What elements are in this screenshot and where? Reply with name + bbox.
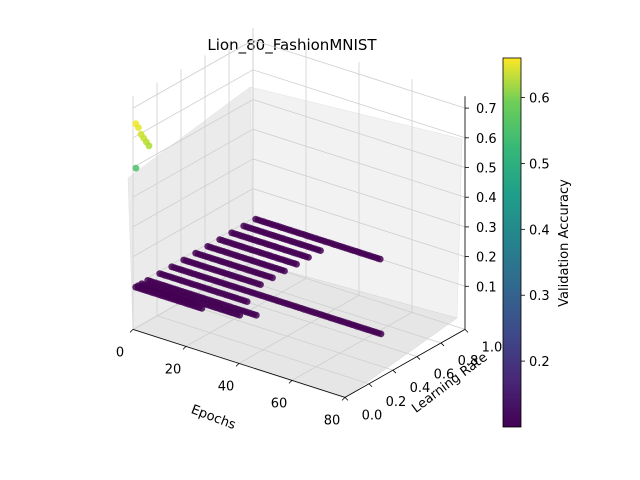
z-tick-label: 0.7 — [476, 102, 497, 117]
x-tick-mark — [129, 329, 134, 333]
data-point — [293, 260, 300, 268]
colorbar — [502, 57, 522, 428]
colorbar-label: Validation Accuracy — [557, 179, 572, 307]
z-tick-label: 0.4 — [476, 191, 497, 206]
y-tick-label: 0.4 — [410, 381, 431, 396]
colorbar-tick-label: 0.3 — [529, 289, 550, 304]
data-point — [317, 247, 324, 255]
z-tick-label: 0.1 — [476, 280, 497, 295]
y-tick-label: 1.0 — [482, 340, 503, 355]
grid-lines — [132, 28, 466, 398]
data-point — [145, 142, 153, 150]
colorbar-tick-label: 0.4 — [529, 223, 550, 238]
grid-line — [132, 188, 466, 257]
x-tick-label: 20 — [165, 362, 182, 377]
z-tick-label: 0.6 — [476, 132, 497, 147]
y-tick-mark — [392, 369, 397, 374]
data-point — [243, 298, 251, 305]
z-tick-label: 0.2 — [476, 251, 497, 266]
chart-title: Lion_80_FashionMNIST — [207, 36, 377, 55]
z-tick-label: 0.3 — [476, 221, 497, 236]
colorbar-tick-label: 0.2 — [529, 355, 550, 370]
colorbar-tick-label: 0.6 — [529, 92, 550, 107]
x-tick-label: 80 — [324, 413, 341, 428]
data-point — [257, 281, 264, 288]
y-tick-mark — [416, 356, 421, 360]
y-tick-mark — [344, 397, 349, 401]
data-points — [132, 120, 385, 338]
data-point — [281, 267, 288, 275]
data-point — [236, 311, 244, 319]
floor-pane — [132, 261, 458, 399]
grid-line — [132, 39, 466, 109]
x-axis-label: Epochs — [189, 402, 238, 433]
data-point — [305, 254, 312, 261]
y-tick-label: 0.0 — [362, 408, 383, 423]
y-tick-label: 0.6 — [434, 368, 455, 383]
colorbar-ticks: 0.2 0.3 0.4 0.5 0.6 — [521, 92, 550, 370]
data-point — [132, 164, 140, 172]
data-point — [252, 311, 260, 319]
colorbar-tick-label: 0.5 — [529, 157, 550, 172]
y-tick-mark — [464, 329, 469, 333]
data-point — [377, 330, 385, 338]
x-tick-mark — [182, 346, 187, 350]
y-tick-label: 0.8 — [458, 354, 479, 369]
data-point — [198, 305, 206, 312]
y-tick-label: 0.2 — [386, 395, 407, 410]
grid-line — [132, 99, 466, 168]
grid-line — [132, 69, 466, 139]
grid-line — [132, 128, 466, 198]
x-tick-label: 60 — [271, 396, 288, 411]
grid-line — [132, 158, 466, 228]
x-tick-mark — [288, 380, 293, 384]
grid-line — [156, 82, 370, 385]
y-tick-mark — [368, 383, 373, 388]
x-tick-mark — [235, 363, 240, 367]
data-point — [269, 274, 276, 282]
y-tick-mark — [440, 342, 445, 347]
x-tick-label: 0 — [116, 345, 124, 360]
data-point — [376, 255, 384, 263]
axis-line — [344, 329, 466, 398]
data-point — [135, 124, 142, 131]
x-tick-label: 40 — [218, 379, 235, 394]
x-tick-mark — [341, 397, 346, 401]
z-tick-label: 0.5 — [476, 162, 497, 177]
